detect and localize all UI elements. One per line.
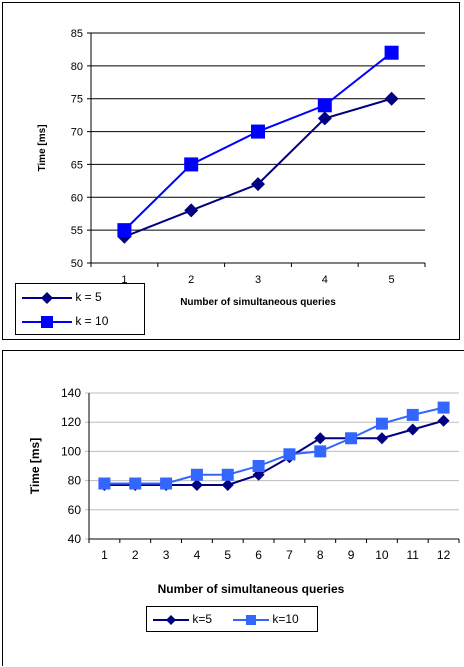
legend-top: k = 5 k = 10	[15, 283, 145, 335]
y-tick-label: 80	[68, 474, 82, 488]
series-line-1	[104, 406, 444, 485]
data-point	[437, 414, 450, 427]
x-tick-label: 5	[389, 274, 395, 286]
data-point	[251, 124, 265, 139]
chart-panel-top: 50 55 60 65 70 75 80 85 1 2 3 4 5 Time [ms] Number of …	[2, 2, 460, 340]
legend-label: k=10	[272, 612, 299, 626]
legend-symbol-diamond-icon	[153, 614, 189, 625]
data-point	[160, 477, 173, 490]
x-tick-label: 12	[437, 548, 451, 562]
data-point	[317, 111, 332, 126]
legend-label: k = 5	[75, 290, 102, 304]
legend-symbol-square-icon	[22, 315, 72, 328]
x-tick-label: 4	[322, 274, 328, 286]
x-tick-label: 11	[407, 548, 420, 562]
data-point	[221, 468, 234, 481]
chart-top: 50 55 60 65 70 75 80 85 1 2 3 4 5 Time [ms] Number of …	[37, 28, 426, 308]
y-tick-label: 80	[71, 61, 83, 73]
y-tick-label: 55	[71, 225, 83, 237]
data-point	[384, 45, 399, 60]
data-point	[345, 432, 358, 445]
data-point	[375, 417, 388, 430]
x-tick-label: 8	[317, 548, 324, 562]
y-tick-label: 85	[71, 28, 83, 40]
data-point	[117, 223, 132, 238]
data-point	[437, 401, 450, 414]
x-tick-label: 9	[348, 548, 355, 562]
y-tick-label: 140	[61, 386, 81, 400]
legend-label: k = 10	[75, 314, 109, 328]
series-line-0	[124, 97, 392, 238]
legend-entry-bottom-1: k=10	[233, 612, 299, 627]
y-axis-label: Time [ms]	[37, 124, 48, 171]
series-line-0	[104, 419, 444, 486]
x-tick-label: 3	[163, 548, 170, 562]
data-point	[190, 468, 203, 481]
legend-symbol-square-icon	[233, 614, 269, 625]
x-tick-label: 2	[132, 548, 139, 562]
data-point	[129, 477, 142, 490]
data-point	[406, 423, 419, 436]
legend-entry-bottom-0: k=5	[153, 612, 212, 627]
legend-bottom: k=5 k=10	[146, 606, 318, 632]
y-axis-label: Time [ms]	[28, 438, 42, 494]
legend-entry-top-1: k = 10	[22, 314, 108, 329]
data-point	[184, 157, 199, 172]
x-tick-label: 5	[224, 548, 231, 562]
data-point	[314, 432, 327, 445]
x-tick-label: 1	[121, 274, 127, 286]
data-point	[190, 478, 203, 491]
legend-entry-top-0: k = 5	[22, 290, 102, 305]
data-point	[384, 91, 399, 106]
series-line-1	[123, 51, 393, 231]
data-point	[251, 177, 265, 192]
data-point	[317, 98, 332, 113]
x-axis-label: Number of simultaneous queries	[180, 297, 336, 308]
data-point	[283, 448, 296, 461]
x-tick-label: 3	[255, 274, 261, 286]
y-tick-label: 75	[71, 94, 83, 106]
x-tick-label: 7	[286, 548, 293, 562]
y-tick-label: 40	[68, 532, 82, 546]
y-tick-label: 120	[61, 415, 81, 429]
data-point	[221, 478, 234, 491]
data-point	[406, 408, 419, 421]
y-tick-label: 65	[71, 159, 83, 171]
x-tick-label: 1	[101, 548, 108, 562]
data-point	[375, 432, 388, 445]
legend-label: k=5	[192, 612, 213, 626]
data-point	[252, 460, 265, 472]
x-tick-label: 6	[255, 548, 262, 562]
data-point	[314, 445, 327, 458]
data-point	[184, 203, 199, 218]
y-tick-label: 50	[71, 258, 83, 270]
x-tick-label: 10	[375, 548, 389, 562]
y-tick-label: 60	[68, 503, 82, 517]
data-point	[98, 477, 111, 490]
chart-panel-bottom: 40 60 80 100 120 140 1 2 3 4 5 6 7 8 9 10 11 12 Time [ms] N…	[2, 350, 464, 666]
y-tick-label: 60	[71, 192, 83, 204]
y-tick-label: 100	[61, 444, 81, 458]
x-tick-label: 4	[194, 548, 201, 562]
y-tick-label: 70	[71, 127, 83, 139]
x-axis-label: Number of simultaneous queries	[158, 582, 345, 596]
legend-symbol-diamond-icon	[22, 291, 72, 304]
x-tick-label: 2	[188, 274, 194, 286]
